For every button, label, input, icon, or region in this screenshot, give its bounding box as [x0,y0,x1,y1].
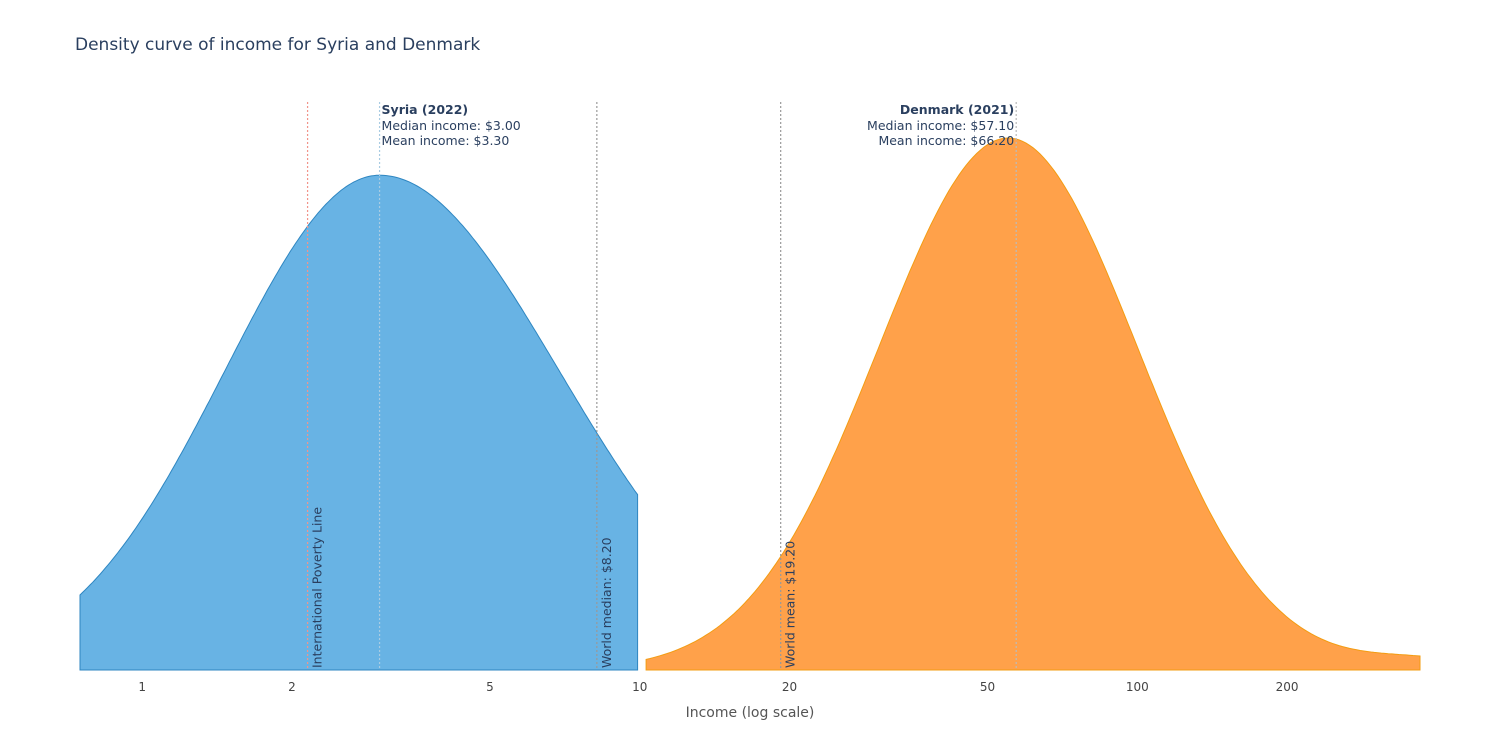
annotation-denmark-mean: Mean income: $66.20 [878,133,1014,148]
annotation-syria-median: Median income: $3.00 [382,118,521,133]
x-tick-label-5: 5 [486,680,494,694]
x-tick-label-20: 20 [782,680,797,694]
annotation-syria-country: Syria (2022) [382,102,469,117]
ref-label-world-median: World median: $8.20 [599,537,614,668]
x-tick-label-100: 100 [1126,680,1149,694]
x-tick-label-1: 1 [138,680,146,694]
chart-title: Density curve of income for Syria and De… [75,35,480,55]
ref-label-international-poverty-line: International Poverty Line [310,507,325,668]
x-tick-label-10: 10 [632,680,647,694]
annotation-syria-mean: Mean income: $3.30 [382,133,510,148]
x-tick-label-200: 200 [1276,680,1299,694]
density-area-denmark [645,137,1421,671]
reference-lines: International Poverty Line World median: … [306,102,1017,670]
x-tick-label-2: 2 [288,680,296,694]
x-axis: 1 2 5 10 20 50 100 200 [138,680,1298,694]
x-axis-label: Income (log scale) [686,705,815,721]
annotation-denmark-country: Denmark (2021) [900,102,1014,117]
ref-label-world-mean: World mean: $19.20 [783,541,798,668]
density-area-syria [79,174,639,671]
annotation-denmark-median: Median income: $57.10 [867,118,1014,133]
density-areas [79,137,1421,671]
x-tick-label-50: 50 [980,680,995,694]
